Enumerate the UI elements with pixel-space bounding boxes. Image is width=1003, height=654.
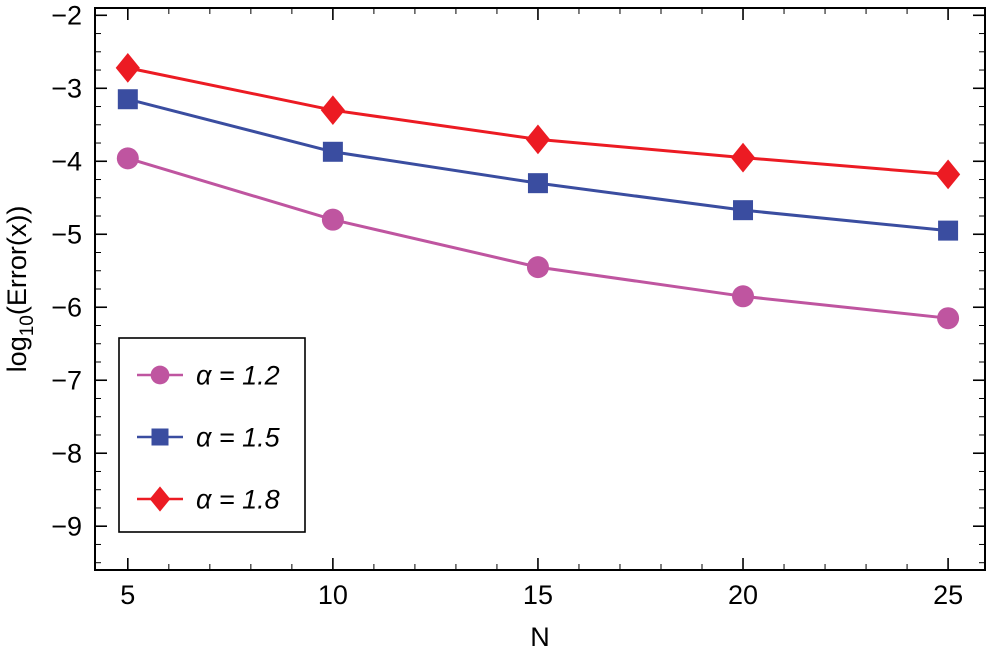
data-point — [117, 89, 138, 110]
data-point — [115, 52, 140, 83]
data-point — [938, 220, 959, 241]
legend-label: α = 1.5 — [196, 422, 281, 452]
data-point — [733, 200, 754, 221]
y-tick-label: −2 — [51, 1, 82, 31]
data-point — [525, 124, 551, 155]
data-point — [321, 208, 344, 231]
series-1 — [117, 89, 959, 241]
x-tick-label: 5 — [120, 580, 135, 610]
data-point — [150, 365, 170, 385]
x-tick-label: 25 — [933, 580, 963, 610]
x-tick-label: 20 — [728, 580, 758, 610]
y-tick-label: −6 — [51, 293, 82, 323]
data-point — [151, 428, 169, 446]
x-tick-label: 15 — [523, 580, 553, 610]
data-point — [730, 142, 756, 173]
y-tick-label: −4 — [51, 147, 82, 177]
data-point — [527, 173, 548, 194]
x-axis-label: N — [530, 622, 550, 652]
data-point — [320, 95, 345, 126]
y-axis-label: log10(Error(x)) — [2, 206, 38, 373]
data-point — [935, 159, 961, 190]
y-tick-label: −3 — [51, 74, 82, 104]
data-point — [322, 141, 343, 162]
legend-label: α = 1.2 — [196, 360, 280, 390]
data-point — [116, 147, 139, 170]
y-tick-label: −9 — [51, 512, 82, 542]
data-point — [149, 486, 171, 512]
x-tick-label: 10 — [318, 580, 348, 610]
y-tick-label: −8 — [51, 439, 82, 469]
series-2 — [115, 52, 961, 190]
data-point — [937, 307, 960, 330]
plot-frame — [94, 7, 986, 571]
y-tick-label: −7 — [51, 366, 82, 396]
data-point — [732, 285, 755, 308]
data-point — [526, 256, 549, 279]
legend-label: α = 1.8 — [196, 484, 280, 514]
series-0 — [116, 147, 960, 330]
legend: α = 1.2 α = 1.5 α = 1.8 — [118, 337, 306, 533]
y-tick-label: −5 — [51, 220, 82, 250]
